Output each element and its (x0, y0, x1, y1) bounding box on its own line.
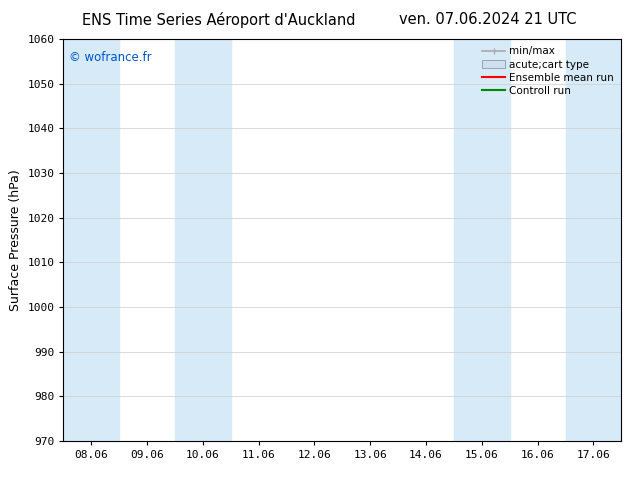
Text: © wofrance.fr: © wofrance.fr (69, 51, 152, 64)
Bar (454, 39, 510, 441)
Text: ENS Time Series Aéroport d'Auckland: ENS Time Series Aéroport d'Auckland (82, 12, 356, 28)
Legend: min/max, acute;cart type, Ensemble mean run, Controll run: min/max, acute;cart type, Ensemble mean … (480, 45, 616, 98)
Bar (63, 39, 119, 441)
Y-axis label: Surface Pressure (hPa): Surface Pressure (hPa) (9, 169, 22, 311)
Text: ven. 07.06.2024 21 UTC: ven. 07.06.2024 21 UTC (399, 12, 577, 27)
Bar (175, 39, 231, 441)
Bar (566, 39, 621, 441)
